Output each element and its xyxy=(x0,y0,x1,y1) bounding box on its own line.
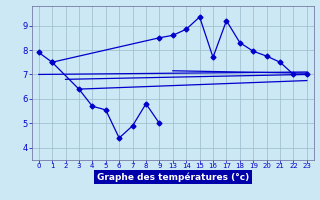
X-axis label: Graphe des températures (°c): Graphe des températures (°c) xyxy=(97,172,249,182)
